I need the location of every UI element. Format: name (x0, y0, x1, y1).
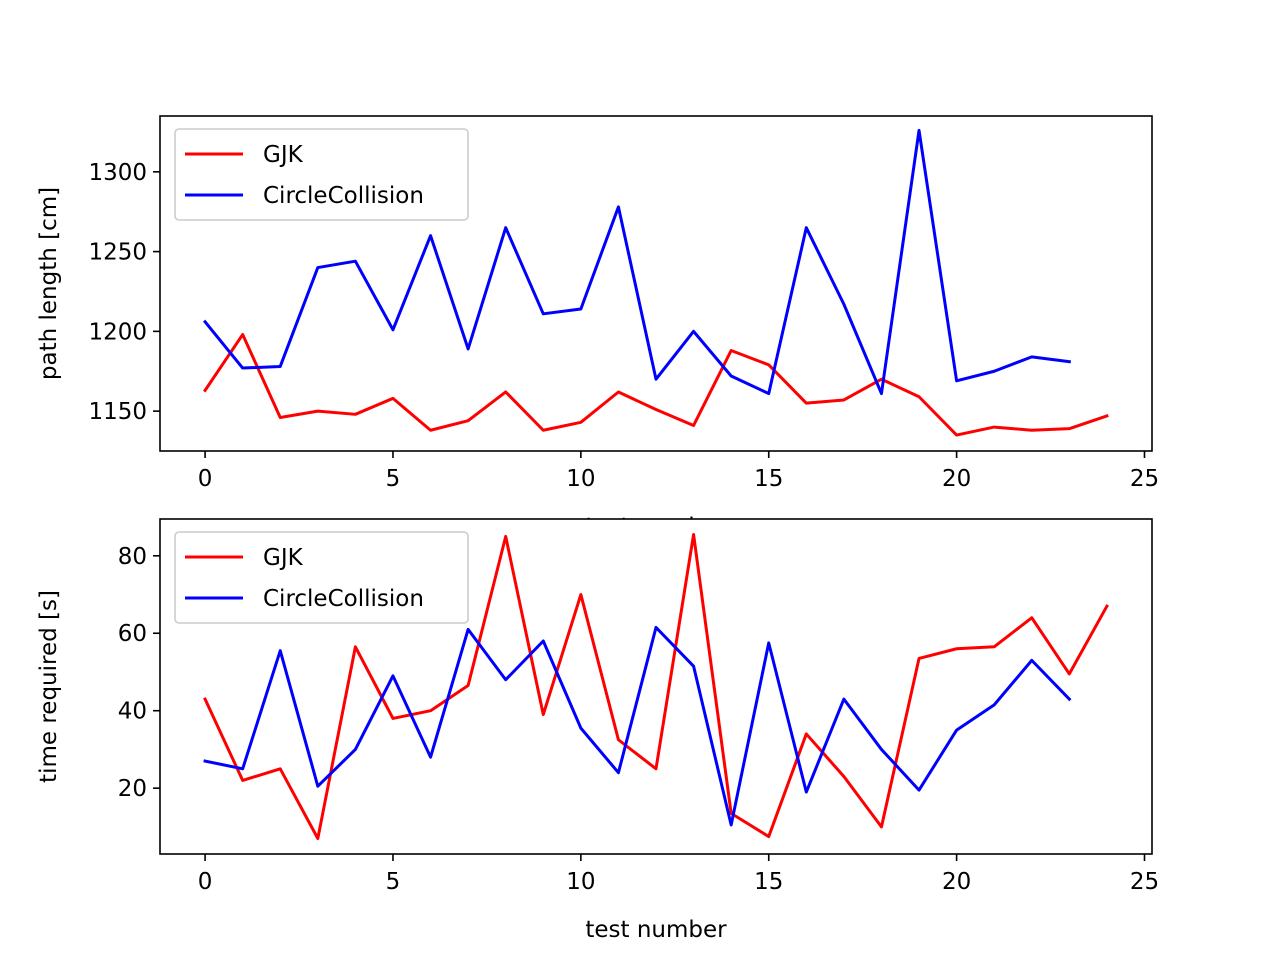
time-required-x-tick-label: 5 (386, 869, 401, 895)
path-length-x-tick-label: 15 (754, 466, 783, 492)
path-length-legend-box (174, 128, 469, 221)
time-required-y-tick-label: 40 (118, 699, 147, 725)
path-length-series-gjk-line (203, 333, 1109, 437)
time-required-series-circlecollision-line (203, 625, 1072, 827)
time-required-axes-frame (159, 518, 1153, 855)
time-required-series-gjk-line (203, 532, 1109, 841)
time-required-x-axis-label: test number (585, 917, 727, 943)
path-length-y-tick-label: 1250 (88, 240, 147, 266)
time-required-x-tick-label: 25 (1130, 869, 1159, 895)
time-required-legend-label-gjk: GJK (263, 545, 304, 571)
path-length-y-axis-label: path length [cm] (36, 187, 62, 380)
time-required-y-tick-label: 80 (118, 544, 147, 570)
path-length-x-tick-label: 20 (942, 466, 971, 492)
path-length-x-tick-label: 5 (386, 466, 401, 492)
path-length-x-tick-label: 10 (566, 466, 595, 492)
time-required-x-tick-label: 0 (198, 869, 213, 895)
time-required-y-tick-label: 20 (118, 776, 147, 802)
time-required-legend-label-circlecollision: CircleCollision (263, 586, 424, 612)
path-length-y-tick-label: 1150 (88, 399, 147, 425)
time-required-y-tick-label: 60 (118, 621, 147, 647)
time-required-subplot: 0 5 10 15 20 25 20 40 60 80 test number time requir… (36, 518, 1159, 943)
path-length-y-tick-label: 1200 (88, 319, 147, 345)
time-required-y-axis-label: time required [s] (36, 590, 62, 783)
time-required-legend: GJK CircleCollision (174, 531, 469, 624)
time-required-x-tick-label: 10 (566, 869, 595, 895)
path-length-x-tick-label: 0 (198, 466, 213, 492)
path-length-legend-label-circlecollision: CircleCollision (263, 183, 424, 209)
time-required-x-tick-label: 20 (942, 869, 971, 895)
path-length-axes-frame (159, 115, 1153, 452)
path-length-x-tick-label: 25 (1130, 466, 1159, 492)
path-length-series-circlecollision-line (202, 128, 1072, 396)
path-length-legend: GJK CircleCollision (174, 128, 469, 221)
time-required-x-tick-label: 15 (754, 869, 783, 895)
path-length-y-tick-label: 1300 (88, 160, 147, 186)
path-length-legend-label-gjk: GJK (263, 142, 304, 168)
time-required-legend-box (174, 531, 469, 624)
